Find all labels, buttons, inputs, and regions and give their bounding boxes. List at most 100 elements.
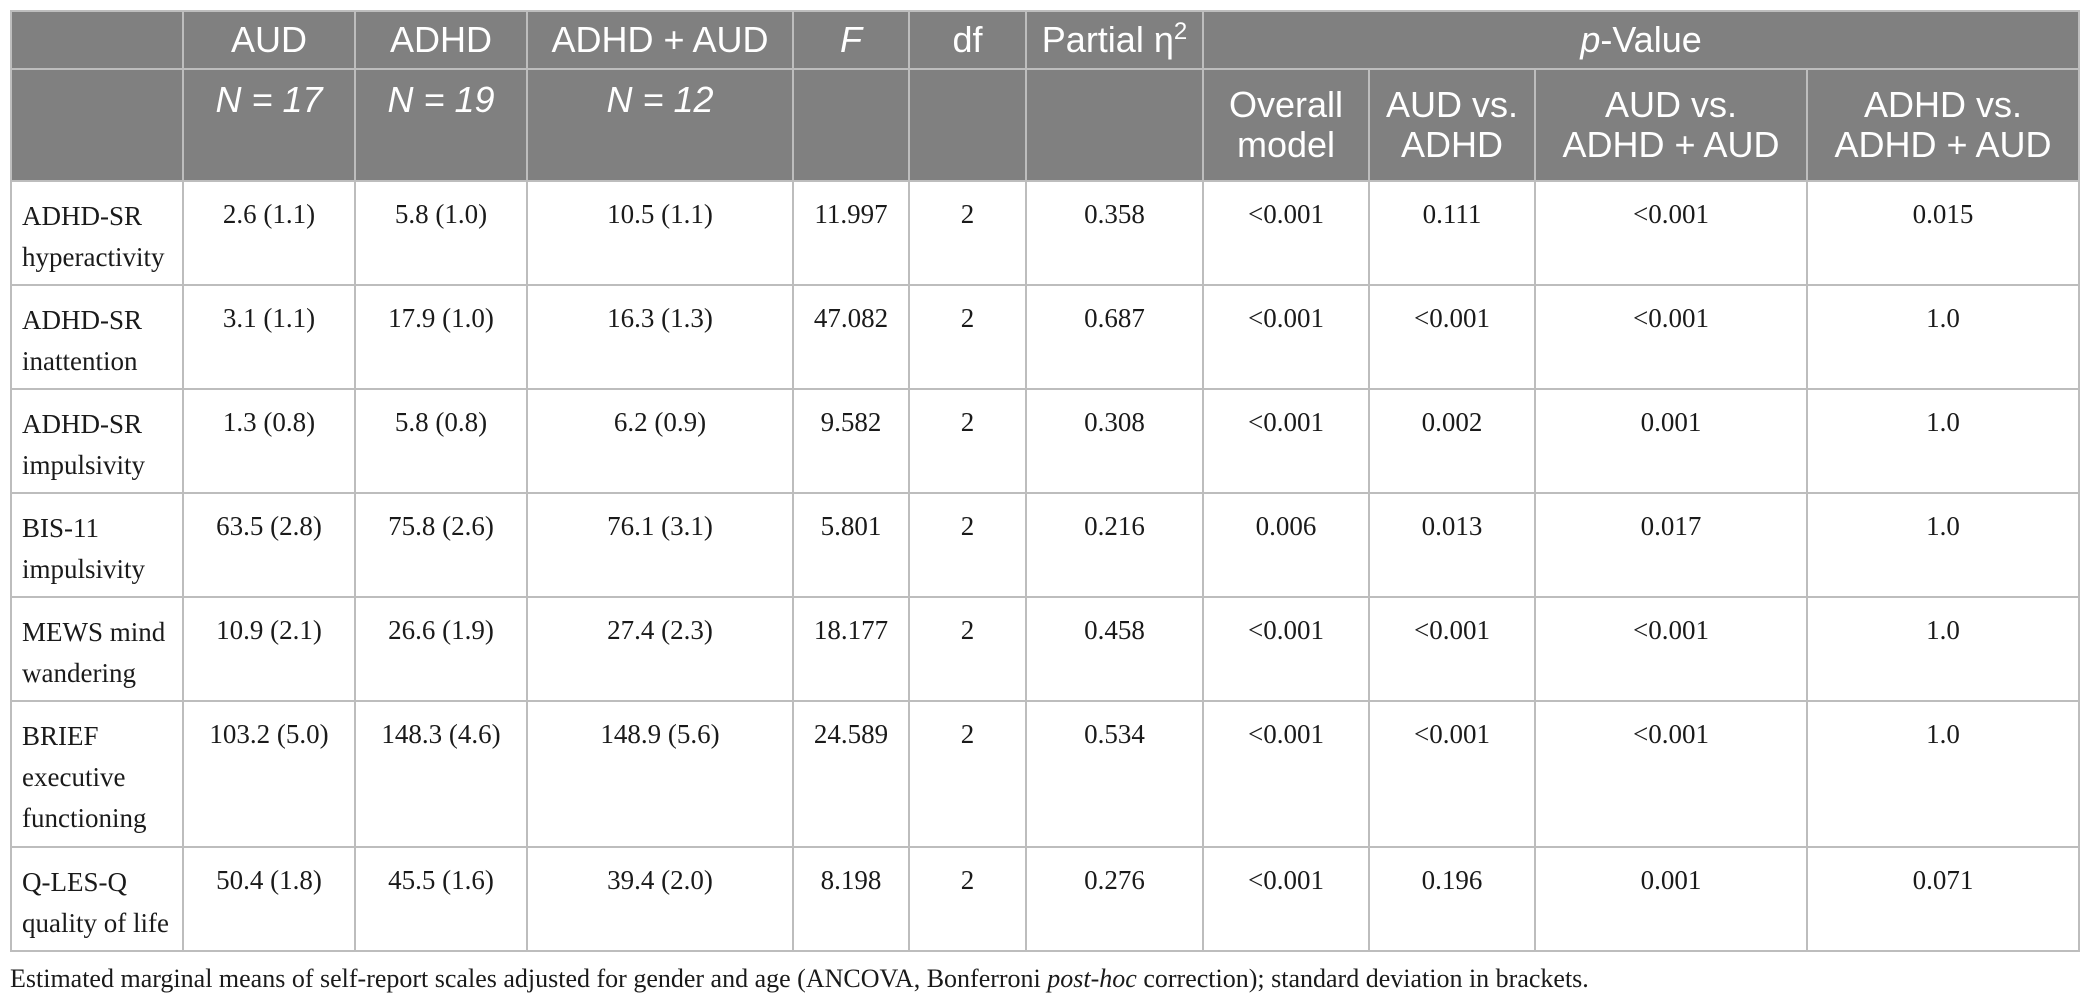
cell-p-aud-vs-adhd-aud: <0.001 [1534,284,1808,390]
p-overall-line-1: Overall [1228,84,1344,125]
cell-aud: 3.1 (1.1) [182,284,356,390]
cell-p-overall: <0.001 [1202,700,1370,848]
header-adhd-aud: ADHD + AUD [526,10,794,70]
results-table-container: AUD ADHD ADHD + AUD F df Partial η2 p-Va… [10,10,2081,952]
p-value-rest: -Value [1600,19,1702,60]
cell-adhd: 5.8 (0.8) [354,388,528,494]
cell-p-overall: <0.001 [1202,846,1370,952]
header-stub [10,10,184,70]
header-empty-f [792,68,910,182]
row-label: MEWS mind wandering [10,596,184,702]
partial-eta-text: Partial η [1041,19,1174,60]
cell-df: 2 [908,284,1027,390]
p-aud-adhd-line-1: AUD vs. [1385,84,1518,125]
cell-p-aud-vs-adhd: <0.001 [1368,284,1536,390]
cell-p-overall: <0.001 [1202,284,1370,390]
row-label-line: quality of life [22,908,169,938]
cell-df: 2 [908,846,1027,952]
cell-p-aud-vs-adhd: 0.002 [1368,388,1536,494]
cell-p-aud-vs-adhd-aud: <0.001 [1534,700,1808,848]
cell-adhd: 5.8 (1.0) [354,180,528,286]
row-label-line: hyperactivity [22,242,165,272]
header-partial-eta: Partial η2 [1025,10,1204,70]
p-aud-adhdaud-line-1: AUD vs. [1604,84,1737,125]
header-n-adhd-aud: N = 12 [526,68,794,182]
cell-adhd-aud: 148.9 (5.6) [526,700,794,848]
cell-p-aud-vs-adhd-aud: <0.001 [1534,180,1808,286]
cell-p-aud-vs-adhd: <0.001 [1368,596,1536,702]
header-f: F [792,10,910,70]
table-row: ADHD-SR inattention 3.1 (1.1) 17.9 (1.0) 16.… [10,284,2081,390]
cell-f: 5.801 [792,492,910,598]
cell-p-aud-vs-adhd: 0.196 [1368,846,1536,952]
p-adhd-adhdaud-line-1: ADHD vs. [1864,84,2023,125]
cell-adhd: 17.9 (1.0) [354,284,528,390]
p-overall-line-2: model [1236,124,1336,165]
row-label-line: inattention [22,346,138,376]
cell-p-adhd-vs-adhd-aud: 1.0 [1805,388,2081,494]
cell-f: 8.198 [792,846,910,952]
cell-df: 2 [908,180,1027,286]
cell-p-aud-vs-adhd-aud: 0.001 [1534,388,1808,494]
table-row: Q-LES-Q quality of life 50.4 (1.8) 45.5 (1.… [10,846,2081,952]
p-adhd-adhdaud-line-2: ADHD + AUD [1834,124,2052,165]
cell-p-adhd-vs-adhd-aud: 0.071 [1805,846,2081,952]
cell-p-adhd-vs-adhd-aud: 1.0 [1805,284,2081,390]
cell-adhd: 75.8 (2.6) [354,492,528,598]
table-row: ADHD-SR impulsivity 1.3 (0.8) 5.8 (0.8) 6.2 … [10,388,2081,494]
cell-adhd-aud: 76.1 (3.1) [526,492,794,598]
cell-adhd-aud: 39.4 (2.0) [526,846,794,952]
p-aud-adhd-line-2: ADHD [1400,124,1503,165]
table-row: MEWS mind wandering 10.9 (2.1) 26.6 (1.9) 27… [10,596,2081,702]
cell-aud: 63.5 (2.8) [182,492,356,598]
cell-p-aud-vs-adhd: <0.001 [1368,700,1536,848]
header-empty-df [908,68,1027,182]
cell-partial-eta: 0.216 [1025,492,1204,598]
row-label-line: BRIEF [22,721,99,751]
footnote-italic: post-hoc [1047,964,1137,993]
cell-adhd-aud: 6.2 (0.9) [526,388,794,494]
row-label: BIS-11 impulsivity [10,492,184,598]
cell-f: 9.582 [792,388,910,494]
cell-adhd: 26.6 (1.9) [354,596,528,702]
row-label: BRIEF executive functioning [10,700,184,848]
cell-adhd-aud: 10.5 (1.1) [526,180,794,286]
cell-p-overall: <0.001 [1202,388,1370,494]
cell-aud: 103.2 (5.0) [182,700,356,848]
row-label-line: ADHD-SR [22,201,143,231]
row-label-line: functioning [22,803,147,833]
cell-partial-eta: 0.458 [1025,596,1204,702]
table-footnote: Estimated marginal means of self-report … [10,964,1589,994]
cell-p-aud-vs-adhd: 0.111 [1368,180,1536,286]
cell-f: 18.177 [792,596,910,702]
header-p-aud-adhd: AUD vs. ADHD [1368,68,1536,182]
cell-p-overall: 0.006 [1202,492,1370,598]
row-label-line: Q-LES-Q [22,867,127,897]
header-row-2: N = 17 N = 19 N = 12 Overall model AUD vs… [10,68,2081,182]
cell-df: 2 [908,388,1027,494]
header-n-aud: N = 17 [182,68,356,182]
row-label-line: executive [22,762,126,792]
cell-aud: 2.6 (1.1) [182,180,356,286]
cell-p-adhd-vs-adhd-aud: 0.015 [1805,180,2081,286]
footnote-after: correction); standard deviation in brack… [1136,964,1589,993]
header-df: df [908,10,1027,70]
p-aud-adhdaud-line-2: ADHD + AUD [1562,124,1780,165]
table-body: ADHD-SR hyperactivity 2.6 (1.1) 5.8 (1.0) 10… [10,180,2081,952]
cell-partial-eta: 0.687 [1025,284,1204,390]
cell-aud: 10.9 (2.1) [182,596,356,702]
header-stub-2 [10,68,184,182]
header-aud: AUD [182,10,356,70]
table-row: BIS-11 impulsivity 63.5 (2.8) 75.8 (2.6) 76.… [10,492,2081,598]
cell-partial-eta: 0.276 [1025,846,1204,952]
header-p-overall: Overall model [1202,68,1370,182]
cell-p-aud-vs-adhd-aud: 0.017 [1534,492,1808,598]
cell-df: 2 [908,492,1027,598]
cell-p-adhd-vs-adhd-aud: 1.0 [1805,596,2081,702]
cell-adhd: 148.3 (4.6) [354,700,528,848]
cell-p-aud-vs-adhd-aud: <0.001 [1534,596,1808,702]
row-label-line: impulsivity [22,450,146,480]
cell-p-overall: <0.001 [1202,180,1370,286]
results-table: AUD ADHD ADHD + AUD F df Partial η2 p-Va… [10,10,2081,952]
cell-f: 47.082 [792,284,910,390]
